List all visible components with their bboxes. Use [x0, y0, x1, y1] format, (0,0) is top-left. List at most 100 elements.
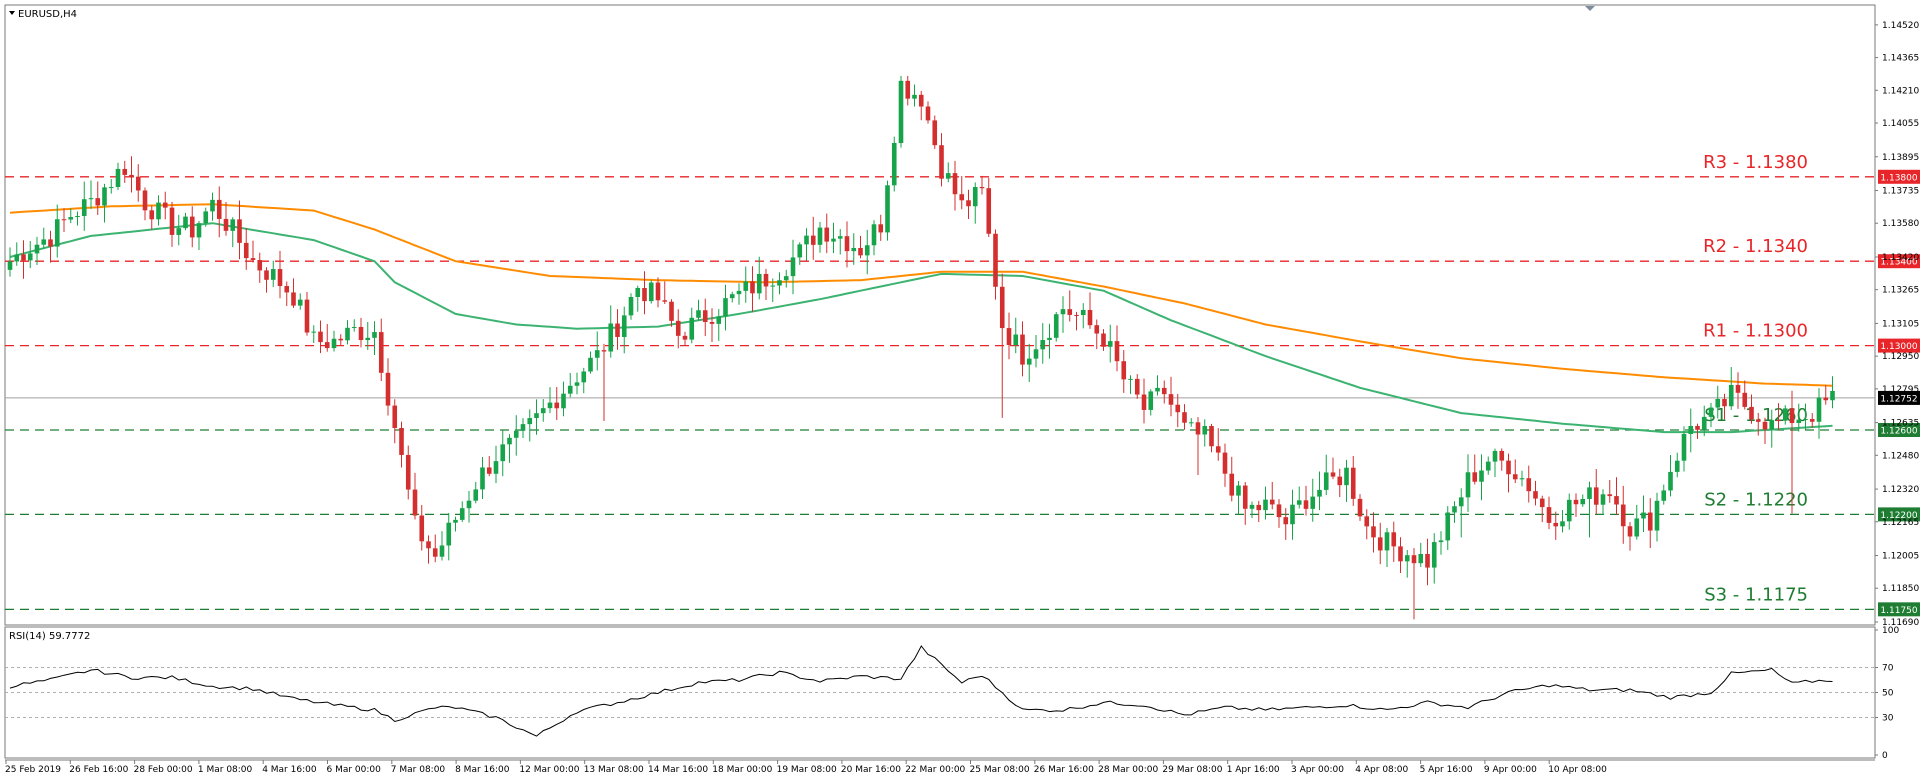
candle-body [615, 323, 620, 337]
candle-body [351, 326, 357, 328]
candle-body [1580, 498, 1586, 505]
candle-body [999, 286, 1005, 329]
candle-body [176, 228, 182, 235]
candle-body [324, 342, 330, 349]
candle-body [993, 233, 998, 287]
candle-body [230, 219, 236, 231]
candle-body [1816, 397, 1822, 422]
candle-body [851, 247, 857, 252]
candle-body [338, 338, 344, 341]
candle-body [547, 402, 553, 409]
candle-body [1283, 517, 1289, 525]
candle-body [75, 216, 80, 218]
candle-body [385, 372, 391, 406]
candle-body [1728, 384, 1734, 407]
candle-body [432, 548, 438, 557]
time-tick-label: 25 Feb 2019 [5, 765, 61, 775]
rsi-axis: 100 70 50 30 0 [1875, 626, 1899, 761]
candle-body [750, 281, 755, 294]
candle-body [1809, 419, 1815, 422]
candlestick-series [7, 75, 1835, 620]
candle-body [1539, 498, 1545, 508]
candle-body [1553, 522, 1559, 527]
candle-body [1242, 485, 1248, 509]
candle-body [1681, 433, 1687, 461]
candle-body [1249, 504, 1255, 509]
candle-body [257, 260, 263, 271]
candle-body [446, 522, 452, 546]
candle-body [1047, 337, 1052, 341]
candle-body [102, 187, 107, 206]
candle-body [1269, 499, 1275, 505]
level-label-s1: S1 - 1.1260 [1704, 405, 1808, 426]
candle-body [68, 217, 74, 220]
candle-body [635, 288, 641, 298]
candle-body [642, 288, 647, 302]
time-tick-label: 26 Mar 16:00 [1034, 765, 1094, 775]
candle-body [459, 508, 465, 520]
candle-body [331, 338, 337, 349]
candle-body [7, 261, 13, 270]
candle-body [304, 299, 310, 333]
candle-body [1080, 309, 1086, 316]
candle-body [864, 245, 870, 256]
candle-body [1573, 499, 1579, 505]
candle-body [743, 281, 749, 291]
price-tick-label: 1.11690 [1882, 618, 1919, 628]
time-tick-label: 4 Mar 16:00 [262, 765, 317, 775]
candle-body [1202, 426, 1208, 435]
candle-body [1074, 314, 1079, 316]
level-tag-text-r2: 1.13400 [1880, 258, 1917, 268]
time-tick-label: 7 Mar 08:00 [391, 765, 446, 775]
candle-body [1627, 526, 1633, 537]
candle-body [952, 173, 958, 195]
chart-shift-marker-icon[interactable] [1585, 6, 1595, 11]
candle-body [1323, 472, 1329, 490]
candle-body [1695, 425, 1700, 430]
candle-body [439, 545, 445, 557]
candle-body [1148, 391, 1154, 410]
candle-body [21, 254, 26, 261]
candle-body [189, 216, 195, 238]
candle-body [41, 239, 47, 245]
candle-body [372, 332, 377, 338]
candle-body [1674, 460, 1680, 472]
time-tick-label: 19 Mar 08:00 [777, 765, 837, 775]
candle-body [696, 310, 701, 318]
candle-body [1431, 542, 1437, 568]
candle-body [291, 292, 296, 306]
candle-body [270, 269, 276, 280]
candle-body [594, 350, 600, 358]
ma-slow-line [9, 203, 1833, 387]
candle-body [405, 454, 411, 490]
candle-body [169, 207, 175, 235]
time-tick-label: 10 Apr 08:00 [1548, 765, 1607, 775]
candle-body [932, 120, 938, 146]
candle-body [844, 236, 850, 252]
candle-body [149, 210, 155, 220]
rsi-title: RSI(14) 59.7772 [9, 631, 90, 642]
symbol-menu-icon[interactable] [9, 11, 15, 15]
candle-body [453, 519, 458, 523]
price-tick-label: 1.12005 [1882, 552, 1919, 562]
candle-body [392, 405, 398, 428]
candle-body [1438, 540, 1444, 543]
candle-body [1188, 422, 1194, 424]
candle-body [588, 357, 593, 372]
candle-body [1634, 518, 1640, 537]
candle-body [1377, 537, 1383, 551]
price-tick-label: 1.14520 [1882, 21, 1919, 31]
candle-body [1175, 404, 1181, 413]
candle-body [14, 254, 20, 262]
rsi-tick-label: 50 [1882, 689, 1894, 699]
price-tick-label: 1.12165 [1882, 518, 1919, 528]
candle-body [824, 227, 830, 242]
candle-body [243, 242, 249, 259]
time-tick-label: 6 Mar 00:00 [327, 765, 382, 775]
candle-body [378, 332, 384, 373]
candle-body [925, 106, 931, 121]
level-tag-s3 [1878, 602, 1920, 617]
candle-body [1506, 460, 1511, 475]
price-tick-label: 1.12795 [1882, 385, 1919, 395]
